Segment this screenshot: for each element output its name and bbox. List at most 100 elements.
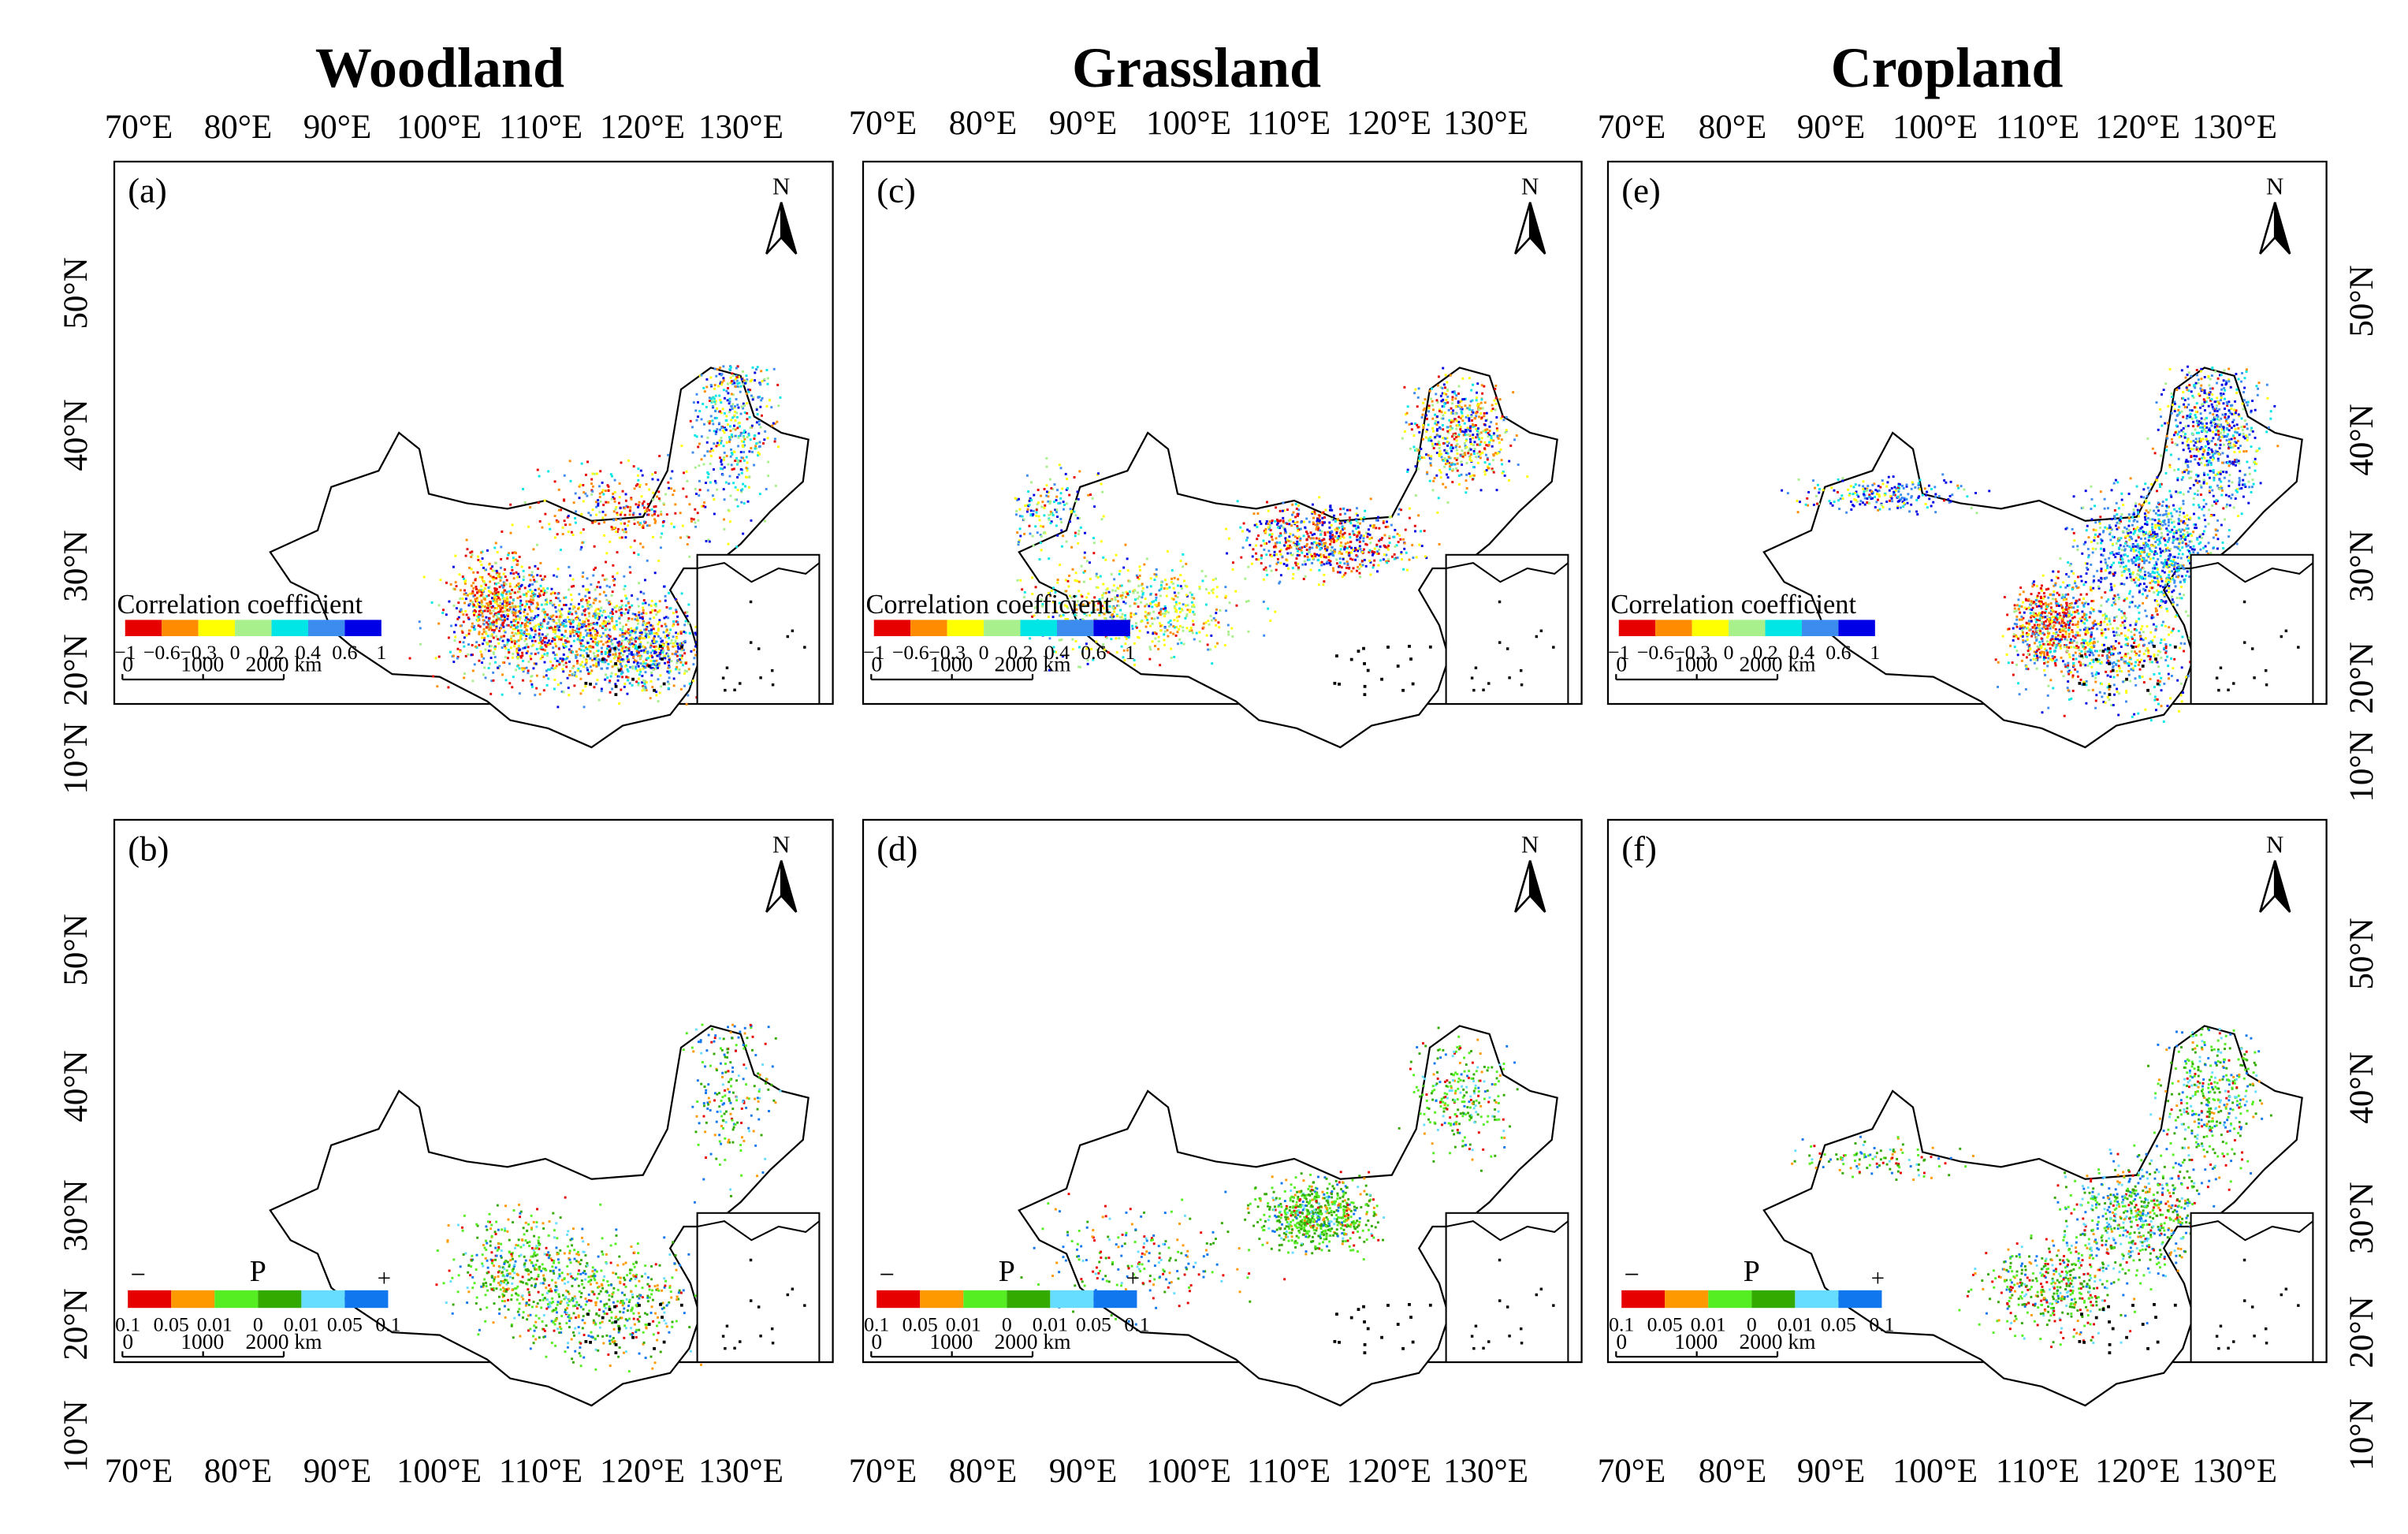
lon-tick: 110°E: [1247, 105, 1331, 142]
scale-label: 1000: [1674, 1329, 1718, 1353]
island-mark: [2082, 1340, 2086, 1344]
island-mark: [2111, 1327, 2115, 1331]
island-mark: [1411, 682, 1415, 686]
north-arrow-label: N: [2266, 172, 2283, 199]
legend-swatch: [235, 620, 272, 636]
legend-title: P: [999, 1255, 1015, 1288]
scale-bar: 0 1000 2000 km: [121, 1329, 322, 1358]
scale-label: 0: [122, 652, 133, 676]
legend-swatch: [1838, 620, 1875, 636]
scale-label: 0: [1616, 1329, 1627, 1353]
legend-swatch: [271, 620, 308, 636]
legend-tick: 0: [253, 1312, 263, 1335]
correlation-legend: Correlation coefficient −1 −0.6 −0.3 0 0.2 0.4…: [863, 590, 1135, 664]
scale-bar: 0 1000 2000 km: [1615, 652, 1816, 681]
island-mark: [1386, 646, 1390, 649]
scale-label: 0: [1616, 652, 1627, 676]
legend-tick: −1: [863, 641, 884, 664]
lat-tick: 10°N: [58, 722, 95, 794]
lon-tick: 70°E: [1598, 109, 1666, 146]
scale-label: 2000 km: [245, 1329, 322, 1353]
legend-tick: 0.05: [154, 1312, 189, 1335]
legend-swatch: [1665, 1290, 1709, 1309]
island-mark: [1428, 645, 1432, 649]
island-mark: [1335, 1312, 1338, 1316]
lat-tick: 50°N: [2343, 918, 2380, 989]
lat-tick: 20°N: [58, 634, 95, 706]
island-mark: [613, 646, 616, 650]
left-lat-ticks-top: 50°N 40°N 30°N 20°N 10°N: [58, 257, 95, 794]
island-mark: [2146, 688, 2149, 692]
lat-tick: 30°N: [2343, 530, 2380, 601]
p-value-legend: − P +0.1 0.05 0.01 0 0.01 0.05 0.1: [864, 1255, 1149, 1336]
island-mark: [2082, 682, 2086, 686]
island-mark: [679, 645, 683, 649]
legend-plus: +: [378, 1264, 391, 1292]
legend-tick: 0.01: [284, 1312, 319, 1335]
legend-tick: 0.05: [327, 1312, 363, 1335]
legend-swatch: [1795, 1290, 1839, 1309]
scale-bar: 0 1000 2000 km: [870, 652, 1071, 681]
column-title-woodland: Woodland: [315, 36, 564, 99]
lon-tick: 90°E: [303, 109, 371, 146]
island-mark: [2111, 668, 2115, 672]
lat-tick: 10°N: [2343, 730, 2380, 802]
panel-a-woodland-correlation: (a) N Correlation coefficient −1 −0.6 −0.3 0 0.…: [113, 160, 834, 749]
legend-minus: −: [1625, 1260, 1639, 1290]
lat-tick: 20°N: [58, 1288, 95, 1360]
scale-label: 1000: [181, 1329, 224, 1353]
lon-tick: 70°E: [105, 109, 173, 146]
island-mark: [614, 1320, 617, 1324]
north-arrow: N: [765, 830, 798, 913]
island-mark: [1357, 650, 1360, 653]
lon-tick: 120°E: [2095, 109, 2180, 146]
panel-label: (a): [128, 171, 167, 210]
legend-swatch: [344, 1290, 389, 1309]
legend-swatch: [1056, 620, 1094, 636]
legend-swatch: [1838, 1290, 1882, 1309]
panel-e-cropland-correlation: (e) N Correlation coefficient −1 −0.6 −0.3 0 0.…: [1606, 160, 2328, 749]
legend-tick: −0.3: [1673, 641, 1710, 664]
north-arrow: N: [2259, 830, 2291, 913]
island-mark: [614, 1342, 618, 1346]
island-mark: [608, 650, 612, 653]
legend-tick: 0.2: [1752, 641, 1777, 664]
lon-tick: 80°E: [204, 1453, 272, 1490]
island-mark: [2108, 1342, 2112, 1346]
lon-tick: 120°E: [1346, 1453, 1431, 1490]
legend-tick: 0.01: [197, 1312, 233, 1335]
scale-label: 2000 km: [245, 652, 322, 676]
island-mark: [1335, 654, 1338, 658]
lon-tick: 90°E: [303, 1453, 371, 1490]
island-mark: [1363, 1351, 1367, 1355]
legend-swatch: [876, 1290, 921, 1309]
island-mark: [2153, 645, 2156, 648]
island-mark: [2131, 646, 2134, 649]
island-mark: [2078, 1339, 2082, 1343]
scale-label: 1000: [181, 652, 224, 676]
island-mark: [1363, 662, 1366, 665]
south-china-sea-inset: [696, 1212, 821, 1364]
pixel-cloud: [435, 1023, 782, 1373]
island-mark: [1362, 646, 1365, 650]
island-mark: [1338, 682, 1341, 686]
legend-swatch: [1093, 620, 1130, 636]
lon-tick: 130°E: [698, 1453, 783, 1490]
island-mark: [647, 665, 651, 668]
scale-label: 1000: [929, 1329, 973, 1353]
scale-bar: 0 1000 2000 km: [121, 652, 322, 681]
panel-c-grassland-correlation: (c) N Correlation coefficient −1 −0.6 −0.3 0 0.…: [862, 160, 1583, 749]
north-arrow: N: [1514, 172, 1546, 255]
lon-tick: 110°E: [1996, 1453, 2079, 1490]
lat-tick: 40°N: [58, 399, 95, 471]
legend-tick: 1: [1870, 641, 1880, 664]
island-mark: [631, 677, 635, 681]
island-mark: [613, 1305, 616, 1309]
legend-swatch: [1093, 1290, 1137, 1309]
legend-tick: 0.1: [864, 1312, 889, 1335]
lat-tick: 20°N: [2343, 642, 2380, 713]
island-mark: [1386, 1304, 1390, 1307]
lat-tick: 10°N: [2343, 1398, 2380, 1470]
legend-swatch: [984, 620, 1021, 636]
scale-label: 0: [871, 1329, 882, 1353]
